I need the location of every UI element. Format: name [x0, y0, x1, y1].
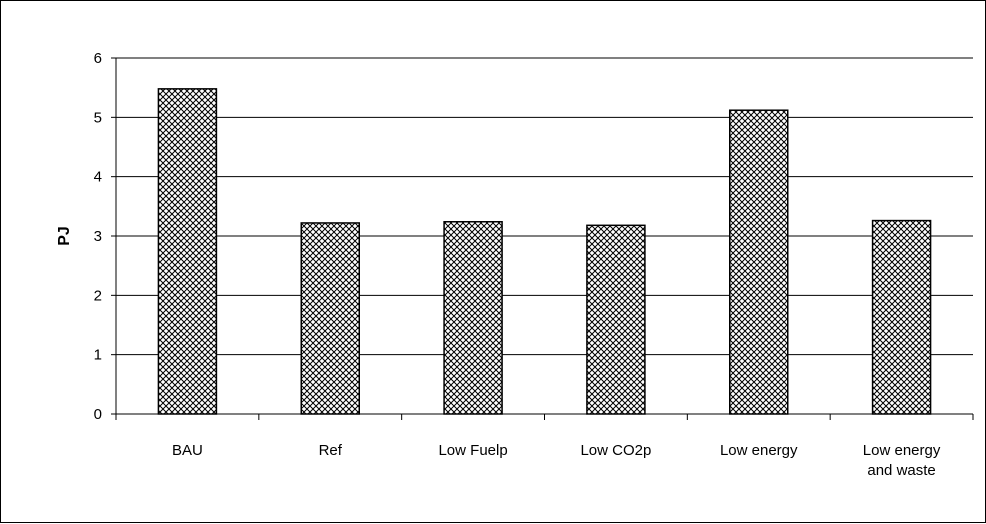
- x-tick-label: Low Fuelp: [438, 442, 507, 459]
- bar: [300, 222, 360, 415]
- x-tick-label: BAU: [172, 442, 203, 459]
- bar: [157, 88, 218, 415]
- y-tick-label: 5: [94, 109, 102, 126]
- bars: [157, 88, 932, 415]
- x-tick-label: Ref: [319, 442, 343, 459]
- y-tick-label: 2: [94, 287, 102, 304]
- x-tick-label: Low CO2p: [580, 442, 651, 459]
- y-tick-label: 4: [94, 169, 102, 186]
- y-tick-label: 0: [94, 406, 102, 423]
- y-tick-label: 3: [94, 228, 102, 245]
- x-tick-label: Low energy: [720, 442, 798, 459]
- x-tick-label: and waste: [867, 462, 935, 479]
- x-tick-label: Low energy: [863, 442, 941, 459]
- y-tick-label: 6: [94, 50, 102, 67]
- y-tick-label: 1: [94, 347, 102, 364]
- y-axis-title: PJ: [56, 226, 73, 246]
- bar: [443, 221, 503, 415]
- bar: [871, 219, 932, 415]
- tick-labels: 0 1 2 3 4 5 6 BAU Ref Low Fuelp Low CO2p Low energy…: [94, 50, 941, 479]
- gridlines: [116, 57, 973, 356]
- bar: [729, 109, 789, 415]
- bar: [586, 224, 646, 415]
- axes: [111, 57, 974, 420]
